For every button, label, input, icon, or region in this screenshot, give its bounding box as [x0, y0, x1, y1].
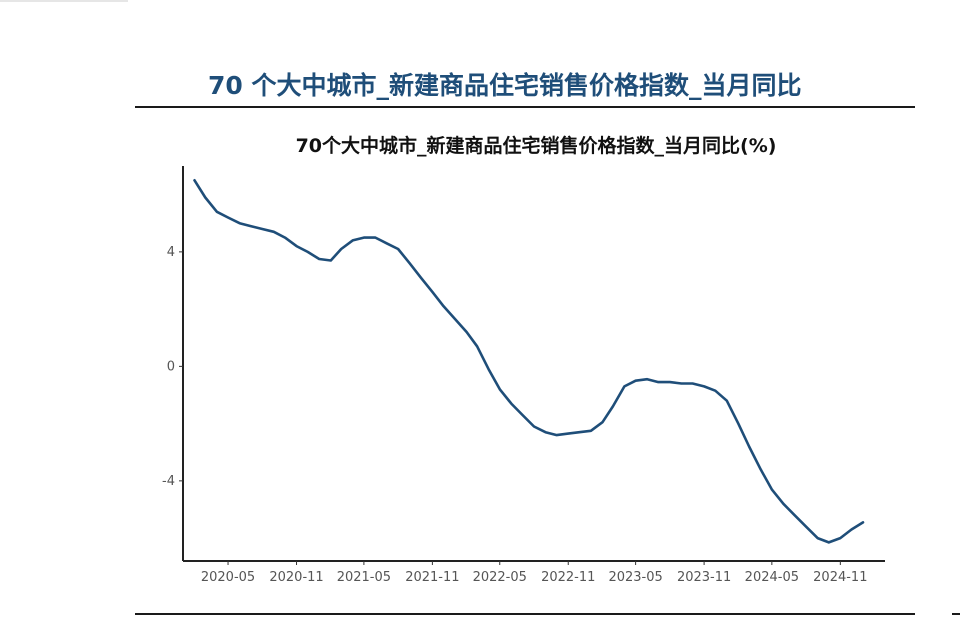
x-tick-label: 2021-05	[337, 570, 391, 585]
x-tick-label: 2020-11	[269, 570, 323, 585]
y-axis-ticks: -4 0 4	[162, 245, 183, 489]
x-tick-label: 2022-05	[473, 570, 527, 585]
x-tick-label: 2023-05	[608, 570, 662, 585]
x-tick-label: 2024-11	[813, 570, 867, 585]
x-tick-label: 2024-05	[745, 570, 799, 585]
y-tick-label: -4	[162, 474, 175, 489]
series-line	[193, 179, 865, 544]
page-title: 70 个大中城市_新建商品住宅销售价格指数_当月同比	[208, 71, 802, 100]
edge-mark	[952, 613, 960, 615]
y-tick-label: 0	[167, 359, 175, 374]
corner-rule	[0, 0, 128, 2]
x-tick-label: 2021-11	[405, 570, 459, 585]
header-divider	[135, 106, 915, 108]
footer-divider	[135, 613, 915, 615]
x-tick-label: 2023-11	[677, 570, 731, 585]
chart-title: 70个大中城市_新建商品住宅销售价格指数_当月同比(%)	[296, 134, 777, 157]
y-tick-label: 4	[167, 245, 175, 260]
x-axis-ticks: 2020-05 2020-11 2021-05 2021-11 2022-05 2022-…	[201, 561, 867, 585]
x-tick-label: 2020-05	[201, 570, 255, 585]
x-tick-label: 2022-11	[541, 570, 595, 585]
